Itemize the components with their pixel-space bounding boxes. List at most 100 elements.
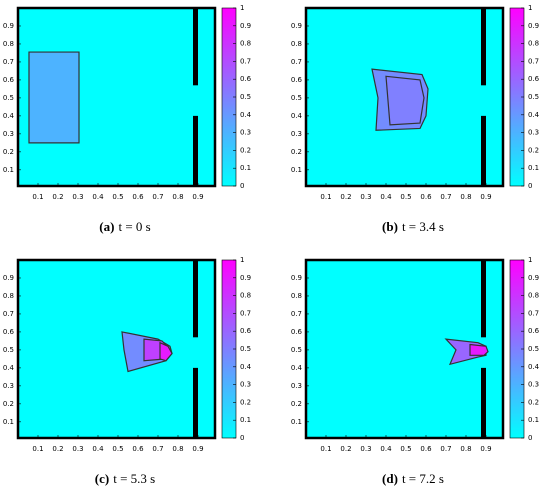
y-tick-label: 0.1 <box>291 166 302 174</box>
wall <box>193 8 198 86</box>
colorbar-tick-label: 0.2 <box>240 146 251 154</box>
colorbar-tick-label: 0.4 <box>240 363 252 371</box>
colorbar-tick-label: 0.1 <box>240 164 251 172</box>
colorbar-tick-label: 0.8 <box>240 292 251 300</box>
y-tick-label: 0.4 <box>3 364 15 372</box>
colorbar-tick-label: 0.4 <box>240 111 252 119</box>
colorbar-tick-label: 0.6 <box>528 75 540 83</box>
y-tick-label: 0.8 <box>291 292 302 300</box>
colorbar-tick-label: 0.1 <box>528 416 539 424</box>
y-tick-label: 0.4 <box>3 112 15 120</box>
x-tick-label: 0.3 <box>72 445 83 453</box>
colorbar-tick-label: 0.9 <box>240 274 251 282</box>
x-tick-label: 0.4 <box>380 445 392 453</box>
y-tick-label: 0.2 <box>3 400 14 408</box>
y-tick-label: 0.7 <box>3 58 14 66</box>
y-tick-label: 0.7 <box>3 310 14 318</box>
y-tick-label: 0.7 <box>291 310 302 318</box>
colorbar-tick-label: 0.3 <box>528 129 539 137</box>
colorbar-tick-label: 0 <box>240 434 244 442</box>
y-tick-label: 0.1 <box>291 418 302 426</box>
colorbar-tick-label: 0.3 <box>528 381 539 389</box>
colorbar-tick-label: 0.9 <box>240 22 251 30</box>
x-tick-label: 0.2 <box>52 193 63 201</box>
y-tick-label: 0.6 <box>291 76 303 84</box>
colorbar-tick-label: 0.6 <box>528 327 540 335</box>
panel: 0.1 0.2 0.3 0.4 0.5 0.6 0.7 0.8 0.9 0.1 0.2 0.3 0.4 0… <box>3 256 252 486</box>
x-tick-label: 0.4 <box>380 193 392 201</box>
x-tick-label: 0.6 <box>420 445 432 453</box>
colorbar-tick-label: 0.7 <box>240 309 251 317</box>
colorbar-tick-label: 1 <box>528 256 532 264</box>
y-tick-label: 0.7 <box>291 58 302 66</box>
colorbar-tick-label: 0.7 <box>528 309 539 317</box>
wall <box>193 367 198 438</box>
y-tick-label: 0.8 <box>3 40 14 48</box>
y-tick-label: 0.3 <box>291 382 302 390</box>
caption-label: (c) <box>95 471 109 486</box>
y-tick-label: 0.5 <box>3 94 14 102</box>
x-tick-label: 0.2 <box>340 193 351 201</box>
y-tick-label: 0.2 <box>3 148 14 156</box>
y-tick-label: 0.3 <box>3 130 14 138</box>
colorbar-tick-label: 0.7 <box>528 57 539 65</box>
caption: (d) t = 7.2 s <box>382 471 444 486</box>
x-tick-label: 0.6 <box>132 193 144 201</box>
x-tick-label: 0.9 <box>480 445 491 453</box>
x-tick-label: 0.7 <box>152 445 163 453</box>
y-tick-label: 0.5 <box>291 94 302 102</box>
wall <box>193 115 198 186</box>
y-tick-label: 0.1 <box>3 166 14 174</box>
colorbar-tick-label: 0.4 <box>528 363 540 371</box>
colorbar-tick-label: 0.6 <box>240 327 252 335</box>
x-tick-label: 0.8 <box>460 445 471 453</box>
frame <box>304 6 505 188</box>
caption-label: (a) <box>99 219 114 234</box>
panel: 0.1 0.2 0.3 0.4 0.5 0.6 0.7 0.8 0.9 0.1 0.2 0.3 0.4 0… <box>291 4 540 234</box>
y-tick-label: 0.3 <box>3 382 14 390</box>
y-tick-label: 0.6 <box>3 328 15 336</box>
x-tick-label: 0.3 <box>360 193 371 201</box>
y-tick-label: 0.9 <box>3 274 14 282</box>
phase-region <box>469 343 489 356</box>
x-tick-label: 0.1 <box>32 445 43 453</box>
y-tick-label: 0.6 <box>291 328 303 336</box>
caption: (b) t = 3.4 s <box>382 219 444 234</box>
x-tick-label: 0.6 <box>132 445 144 453</box>
x-tick-label: 0.2 <box>340 445 351 453</box>
colorbar-tick-label: 0 <box>528 182 532 190</box>
x-tick-label: 0.9 <box>192 445 203 453</box>
frame <box>16 6 217 188</box>
colorbar-tick-label: 0.5 <box>240 93 251 101</box>
colorbar-tick-label: 0 <box>528 434 532 442</box>
x-tick-label: 0.5 <box>112 445 123 453</box>
y-tick-label: 0.5 <box>3 346 14 354</box>
caption-text: t = 7.2 s <box>402 471 444 486</box>
x-tick-label: 0.4 <box>92 445 104 453</box>
caption: (a) t = 0 s <box>99 219 150 234</box>
caption-text: t = 3.4 s <box>402 219 444 234</box>
colorbar-tick-label: 0 <box>240 182 244 190</box>
colorbar-tick-label: 0.6 <box>240 75 252 83</box>
frame <box>304 258 505 440</box>
wall <box>481 8 486 86</box>
y-tick-label: 0.2 <box>291 400 302 408</box>
x-tick-label: 0.8 <box>460 193 471 201</box>
panel: 0.1 0.2 0.3 0.4 0.5 0.6 0.7 0.8 0.9 0.1 0.2 0.3 0.4 0… <box>291 256 540 486</box>
phase-region <box>159 341 173 362</box>
phase-region <box>385 75 425 126</box>
x-tick-label: 0.5 <box>400 445 411 453</box>
x-tick-label: 0.4 <box>92 193 104 201</box>
y-tick-label: 0.9 <box>291 22 302 30</box>
y-tick-label: 0.3 <box>291 130 302 138</box>
x-tick-label: 0.1 <box>320 193 331 201</box>
colorbar-tick-label: 0.5 <box>528 345 539 353</box>
y-tick-label: 0.9 <box>3 22 14 30</box>
y-tick-label: 0.2 <box>291 148 302 156</box>
colorbar-tick-label: 0.5 <box>528 93 539 101</box>
caption: (c) t = 5.3 s <box>95 471 155 486</box>
x-tick-label: 0.1 <box>32 193 43 201</box>
wall <box>481 367 486 438</box>
colorbar-tick-label: 0.4 <box>528 111 540 119</box>
